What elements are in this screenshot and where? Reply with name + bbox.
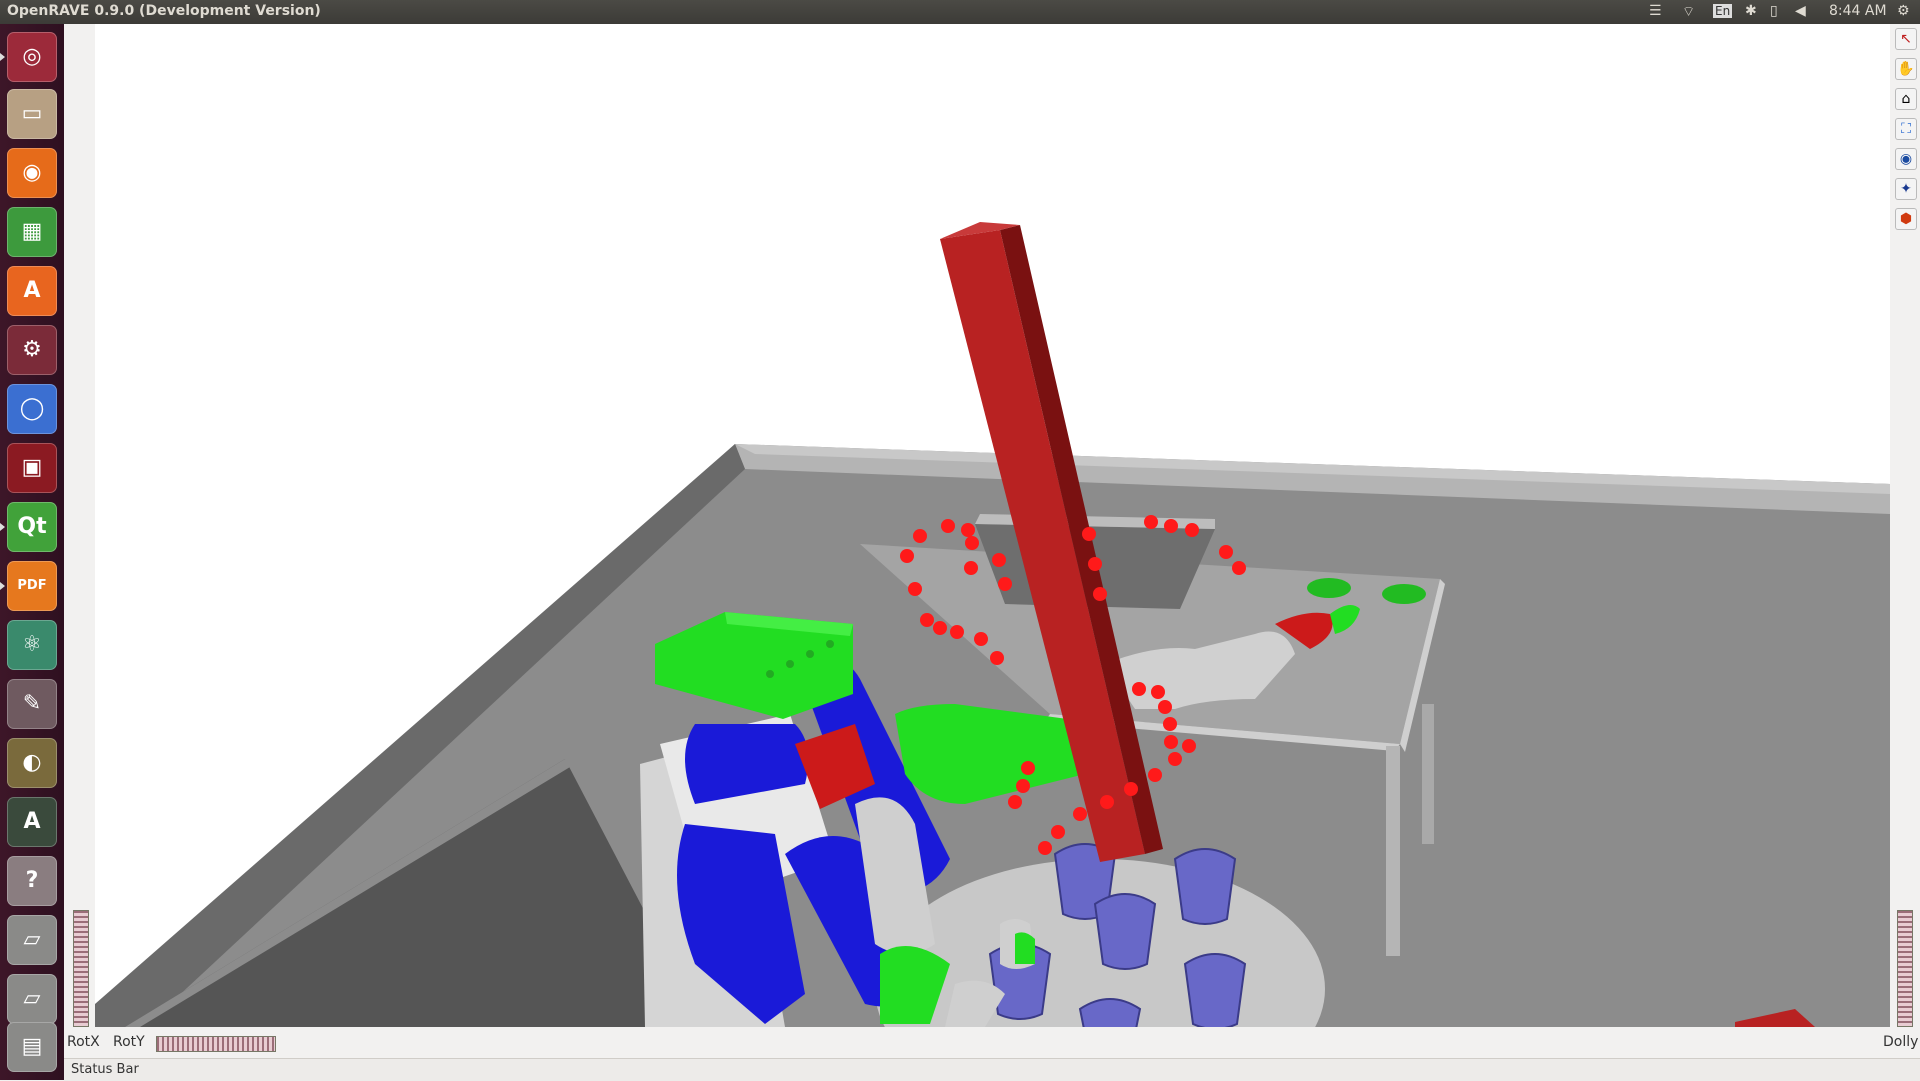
perspective-icon[interactable]: ◉ — [1895, 148, 1917, 170]
green-plate — [1307, 578, 1351, 598]
text-editor-icon[interactable]: ✎ — [7, 679, 57, 729]
front-block — [125, 759, 705, 1027]
menu-icon[interactable]: ☰ — [1649, 3, 1662, 19]
image-viewer-icon[interactable]: ◐ — [7, 738, 57, 788]
red-pole-top — [940, 222, 1020, 239]
rotx-thumbwheel[interactable] — [73, 910, 89, 1027]
home-view-icon[interactable]: ⌂ — [1895, 88, 1917, 110]
table-leg-2 — [1422, 704, 1434, 844]
window-title: OpenRAVE 0.9.0 (Development Version) — [7, 3, 321, 19]
left-wall — [95, 444, 745, 1027]
status-bar: Status Bar — [64, 1058, 1920, 1081]
keyboard-layout[interactable]: En — [1713, 4, 1733, 18]
system-settings-icon[interactable]: ⚙ — [7, 325, 57, 375]
red-pole-side — [1000, 225, 1163, 854]
drive-icon[interactable]: ▱ — [7, 915, 57, 965]
firefox-icon[interactable]: ◉ — [7, 148, 57, 198]
drive-icon-2[interactable]: ▱ — [7, 974, 57, 1024]
rotx-label: RotX — [67, 1034, 100, 1050]
dolly-thumbwheel[interactable] — [1897, 910, 1913, 1027]
files-icon[interactable]: ▭ — [7, 89, 57, 139]
green-plate-2 — [1382, 584, 1426, 604]
settings-gear-icon[interactable]: ⚙ — [1897, 3, 1910, 19]
chromium-icon[interactable]: ◯ — [7, 384, 57, 434]
help-icon[interactable]: ? — [7, 856, 57, 906]
wifi-icon[interactable]: ⌔ — [1682, 4, 1696, 20]
view-all-icon[interactable]: ⛶ — [1895, 118, 1917, 140]
bluetooth-icon[interactable]: ✱ — [1745, 3, 1757, 19]
scene-render — [95, 222, 1890, 1027]
red-pole-front — [940, 230, 1145, 862]
software-center-icon[interactable]: A — [7, 266, 57, 316]
trajectory-points — [900, 515, 1246, 855]
floor-red-marker — [1735, 1009, 1815, 1027]
volume-icon[interactable]: ◀ — [1795, 3, 1806, 19]
collision-icon[interactable]: ⬢ — [1895, 208, 1917, 230]
pdf-reader-icon[interactable]: PDF — [0, 561, 57, 611]
seek-icon[interactable]: ✦ — [1895, 178, 1917, 200]
roty-label: RotY — [113, 1034, 145, 1050]
viewer-toolbar: ↖ ✋ ⌂ ⛶ ◉ ✦ ⬢ — [1892, 24, 1920, 234]
software-updater-icon[interactable]: A — [7, 797, 57, 847]
terminal-icon[interactable]: ▣ — [7, 443, 57, 493]
dolly-label: Dolly — [1883, 1034, 1919, 1050]
front-block-rim — [125, 759, 575, 1027]
clock[interactable]: 8:44 AM — [1829, 3, 1887, 19]
table-side — [1400, 579, 1445, 752]
spreadsheet-icon[interactable]: ▦ — [7, 207, 57, 257]
battery-icon[interactable]: ▯ — [1770, 3, 1778, 19]
top-panel: OpenRAVE 0.9.0 (Development Version) ☰ ⌔… — [0, 0, 1920, 24]
pointer-tool-icon[interactable]: ↖ — [1895, 28, 1917, 50]
qt-creator-icon[interactable]: Qt — [0, 502, 57, 552]
ubuntu-dash-icon[interactable]: ◎ — [0, 32, 57, 82]
3d-viewport[interactable] — [95, 24, 1890, 1027]
roty-thumbwheel[interactable] — [156, 1036, 276, 1052]
trash-icon[interactable]: ▤ — [7, 1022, 57, 1072]
atom-editor-icon[interactable]: ⚛ — [7, 620, 57, 670]
table-leg — [1386, 746, 1400, 956]
status-text: Status Bar — [71, 1062, 139, 1077]
hand-tool-icon[interactable]: ✋ — [1895, 58, 1917, 80]
robot — [640, 605, 1360, 1027]
